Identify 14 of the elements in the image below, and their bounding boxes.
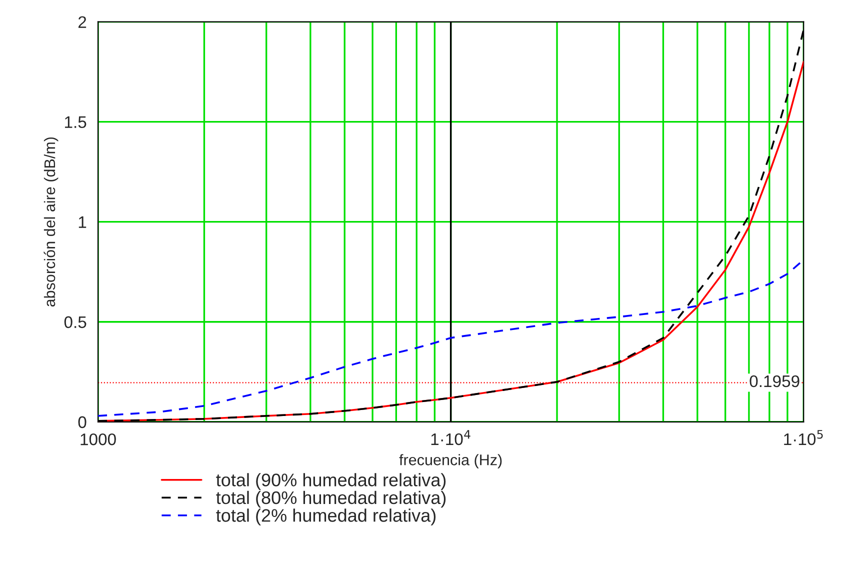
x-axis-title: frecuencia (Hz) bbox=[399, 454, 502, 468]
y-tick-label: 0 bbox=[78, 416, 86, 428]
x-tick-label: 1000 bbox=[80, 433, 116, 446]
x-tick-label: 1·10$^{5}$ bbox=[784, 430, 823, 446]
y-axis-title: absorción del aire (dB/m) bbox=[44, 137, 58, 307]
x-tick-label: 1·10$^{4}$ bbox=[431, 430, 470, 446]
y-tick-label: 1 bbox=[78, 216, 86, 228]
ref-line-label: 0.1959 bbox=[750, 375, 800, 388]
y-tick-label: 1.5 bbox=[65, 116, 86, 128]
y-tick-label: 0.5 bbox=[64, 316, 86, 328]
y-tick-label: 2 bbox=[78, 16, 86, 28]
legend-label: total (2% humedad relativa) bbox=[216, 508, 436, 526]
legend-label: total (80% humedad relativa) bbox=[216, 490, 446, 508]
legend-label: total (90% humedad relativa) bbox=[216, 473, 446, 490]
